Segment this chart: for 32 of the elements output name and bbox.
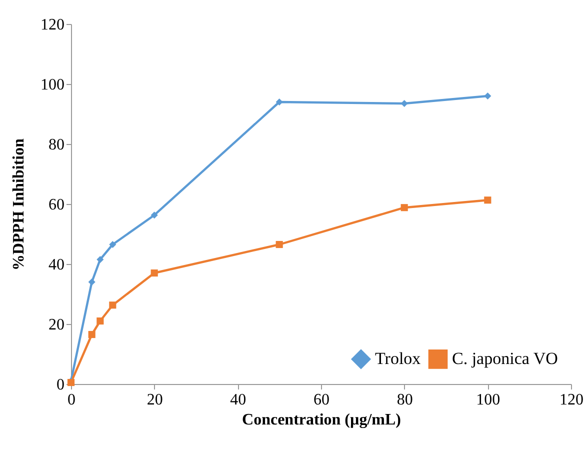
x-tick-label: 20 [146,392,163,408]
y-tick-label: 80 [48,136,64,154]
y-tick-label: 100 [40,76,64,94]
point [109,302,116,309]
y-tick-label: 120 [40,16,64,34]
point [484,92,492,100]
point [109,240,116,248]
x-tick-label: 0 [68,392,76,408]
point [96,317,104,325]
point [88,278,96,286]
x-tick-label: 80 [396,392,413,408]
point [150,269,158,277]
y-axis-title: %DPPH Inhibition [10,138,28,271]
legend-label: C. japonica VO [452,349,558,368]
y-tick-label: 20 [48,316,64,334]
point [276,240,283,248]
y-tick-label: 40 [48,256,64,274]
y-tick-label: 60 [48,196,64,214]
point [88,330,96,338]
point [400,100,408,108]
x-tick-label: 100 [476,392,500,408]
x-tick-label: 40 [230,392,246,408]
x-tick-label: 120 [560,392,584,408]
point [96,256,104,264]
x-tick-label: 60 [314,392,330,408]
x-axis-title: Concentration (µg/mL) [242,412,401,428]
y-tick-label: 0 [56,376,64,394]
point [400,204,408,212]
point [276,98,283,106]
point [484,196,492,204]
point [150,212,158,219]
legend-label: Trolox [375,349,422,368]
